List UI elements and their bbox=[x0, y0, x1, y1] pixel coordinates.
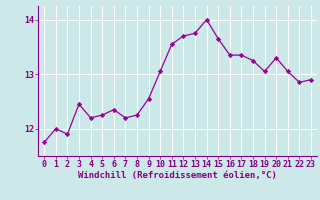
X-axis label: Windchill (Refroidissement éolien,°C): Windchill (Refroidissement éolien,°C) bbox=[78, 171, 277, 180]
